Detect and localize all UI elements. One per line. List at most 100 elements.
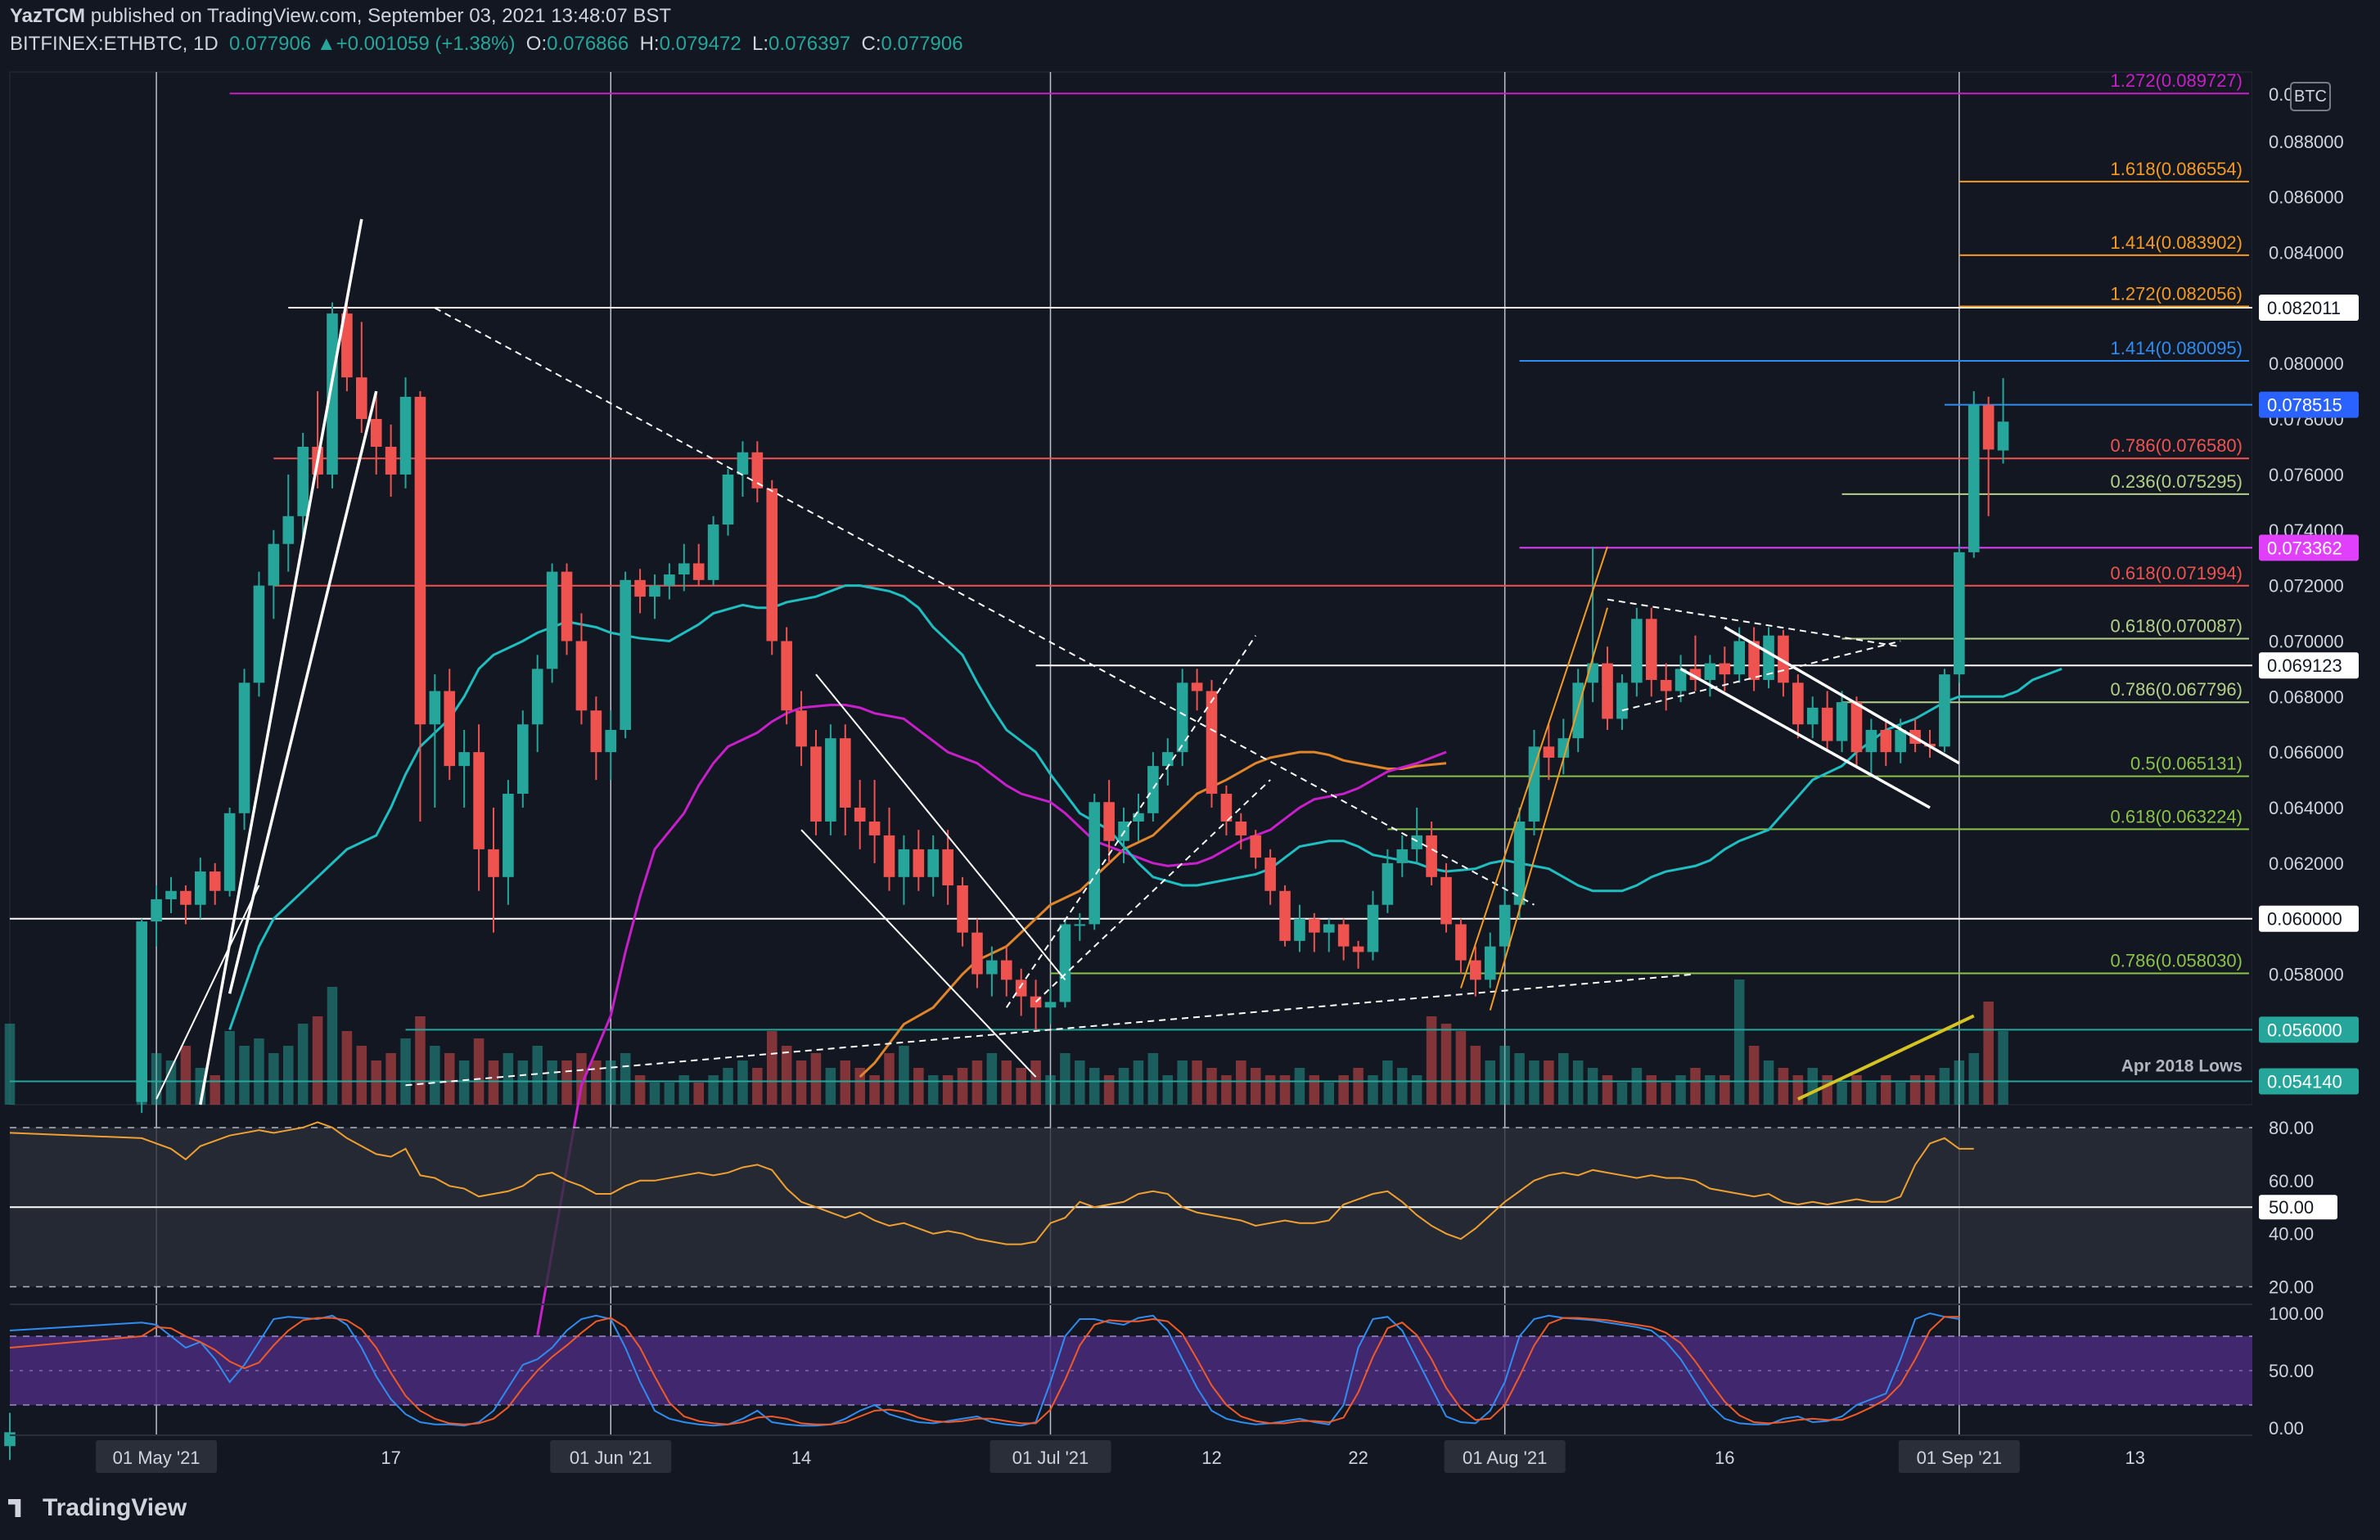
candle-body xyxy=(1323,924,1335,933)
volume-bar xyxy=(1221,1075,1232,1105)
candle-body xyxy=(1015,979,1027,997)
candle-body xyxy=(1337,924,1350,947)
candle-body xyxy=(458,752,470,767)
candle-body xyxy=(327,313,338,475)
candle-body xyxy=(385,446,397,475)
fib-level-label: 0.618(0.071994) xyxy=(2111,563,2243,583)
candle-body xyxy=(634,579,646,597)
candle-body xyxy=(1602,663,1613,719)
volume-bar xyxy=(1675,1075,1686,1105)
volume-bar xyxy=(1924,1075,1936,1105)
volume-bar xyxy=(503,1053,514,1105)
volume-bar xyxy=(1411,1075,1422,1105)
volume-bar xyxy=(1075,1060,1085,1105)
volume-bar xyxy=(664,1083,675,1105)
rsi-axis-tick: 60.00 xyxy=(2269,1171,2314,1191)
volume-bar xyxy=(371,1060,381,1105)
candle-body xyxy=(238,682,250,813)
volume-bar xyxy=(1998,1031,2008,1105)
candle-body xyxy=(1968,405,1980,552)
candle-body xyxy=(1470,960,1481,980)
low-label: L: xyxy=(752,33,769,55)
candle-body xyxy=(1089,802,1101,925)
volume-bar xyxy=(1807,1068,1819,1105)
candle-body xyxy=(180,890,192,905)
last-price: 0.077906 xyxy=(229,33,312,55)
currency-badge[interactable]: BTC xyxy=(2290,82,2331,111)
candle-body xyxy=(1865,730,1877,753)
volume-bar xyxy=(1631,1068,1643,1105)
volume-bar xyxy=(1118,1068,1129,1105)
price-tag-bg xyxy=(2259,1068,2359,1095)
candle-body xyxy=(722,474,734,525)
volume-bar xyxy=(1323,1083,1335,1105)
tradingview-logo-icon xyxy=(8,1499,21,1517)
candle-body xyxy=(1748,641,1760,680)
volume-bar xyxy=(1060,1053,1071,1105)
volume-bar xyxy=(180,1046,192,1105)
volume-bar xyxy=(224,1031,235,1105)
volume-bar xyxy=(1558,1053,1569,1105)
candle-body xyxy=(1191,682,1203,691)
fib-level-label: 0.618(0.070087) xyxy=(2111,616,2243,637)
candle-body xyxy=(692,563,705,580)
price-tag-label: 0.082011 xyxy=(2267,298,2341,318)
time-axis-tick: 01 Jul '21 xyxy=(1012,1448,1089,1468)
volume-bar xyxy=(854,1068,865,1105)
candle-body xyxy=(707,524,719,580)
channel-line xyxy=(1005,635,1257,1008)
candle-body xyxy=(1836,702,1848,741)
volume-bar xyxy=(210,1075,220,1105)
stoch-axis-tick: 0.00 xyxy=(2269,1418,2304,1439)
volume-bar xyxy=(884,1053,895,1105)
volume-bar xyxy=(1661,1083,1671,1105)
candle-body xyxy=(503,794,514,877)
candle-body xyxy=(1704,663,1716,680)
candle-body xyxy=(223,813,236,891)
price-axis-tick: 0.080000 xyxy=(2269,353,2344,374)
candle-body xyxy=(971,932,983,975)
candle-body xyxy=(195,871,206,905)
volume-bar xyxy=(1720,1075,1730,1105)
price-tag-bg xyxy=(2259,905,2359,932)
candle-body xyxy=(737,452,749,475)
volume-bar xyxy=(649,1083,660,1105)
volume-bar xyxy=(400,1038,411,1105)
price-axis-tick: 0.084000 xyxy=(2269,243,2344,263)
rsi-tag-bg xyxy=(2259,1195,2337,1220)
candle-body xyxy=(927,849,940,877)
channel-line xyxy=(228,390,378,994)
volume-bar xyxy=(430,1046,440,1105)
candle-body xyxy=(1161,752,1174,767)
volume-bar xyxy=(356,1046,367,1105)
candle-body xyxy=(429,691,441,725)
volume-bar xyxy=(444,1053,455,1105)
time-axis-tick: 16 xyxy=(1715,1448,1734,1468)
candle-body xyxy=(1513,821,1526,905)
high-value: 0.079472 xyxy=(659,33,741,55)
close-label: C: xyxy=(861,33,881,55)
candle-body xyxy=(913,849,925,877)
candle-body xyxy=(605,730,617,753)
candle-body xyxy=(488,849,499,877)
volume-bar xyxy=(840,1060,851,1105)
price-tag-bg xyxy=(2259,391,2359,418)
volume-bar xyxy=(781,1046,792,1105)
candle-body xyxy=(1250,835,1262,858)
triangle-up-icon: ▲ xyxy=(316,33,336,55)
rsi-axis-tick: 50.00 xyxy=(2269,1197,2314,1218)
volume-bar xyxy=(1837,1083,1847,1105)
candle-body xyxy=(649,585,660,597)
volume-bar xyxy=(1455,1031,1467,1105)
fib-level-label: 1.414(0.083902) xyxy=(2111,232,2243,253)
candle-body xyxy=(898,849,910,877)
candle-body xyxy=(370,419,382,447)
candle-body xyxy=(1954,552,1965,675)
volume-bar xyxy=(927,1075,939,1105)
candle-body xyxy=(399,396,412,475)
fib-level-label: 0.618(0.063224) xyxy=(2111,806,2243,826)
open-label: O: xyxy=(525,33,548,55)
channel-line xyxy=(199,218,363,1105)
descending-trendline xyxy=(434,307,1535,906)
